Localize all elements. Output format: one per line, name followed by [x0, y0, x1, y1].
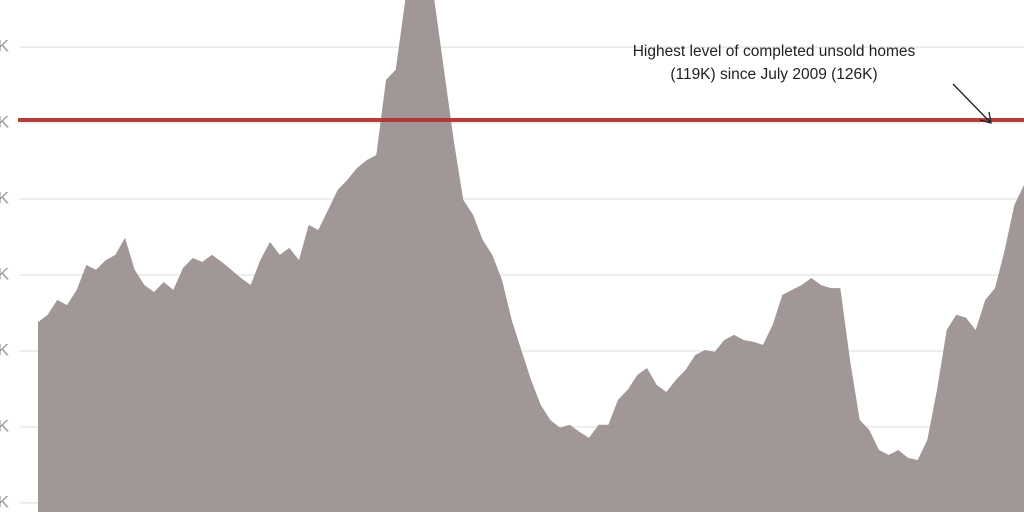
- area: [38, 0, 1024, 512]
- y-tick-label: 75K: [0, 264, 10, 283]
- annotation-line: (119K) since July 2009 (126K): [670, 66, 877, 83]
- y-tick-label: 50K: [0, 340, 10, 359]
- y-tick-label: 125K: [0, 113, 10, 132]
- annotation-line: Highest level of completed unsold homes: [633, 43, 916, 60]
- y-tick-label: 25K: [0, 416, 10, 435]
- y-tick-label: 0K: [0, 492, 10, 511]
- annotation-arrow: [952, 83, 991, 123]
- y-tick-label: 100K: [0, 189, 10, 208]
- arrow-head: [979, 111, 992, 124]
- y-tick-label: 150K: [0, 37, 10, 56]
